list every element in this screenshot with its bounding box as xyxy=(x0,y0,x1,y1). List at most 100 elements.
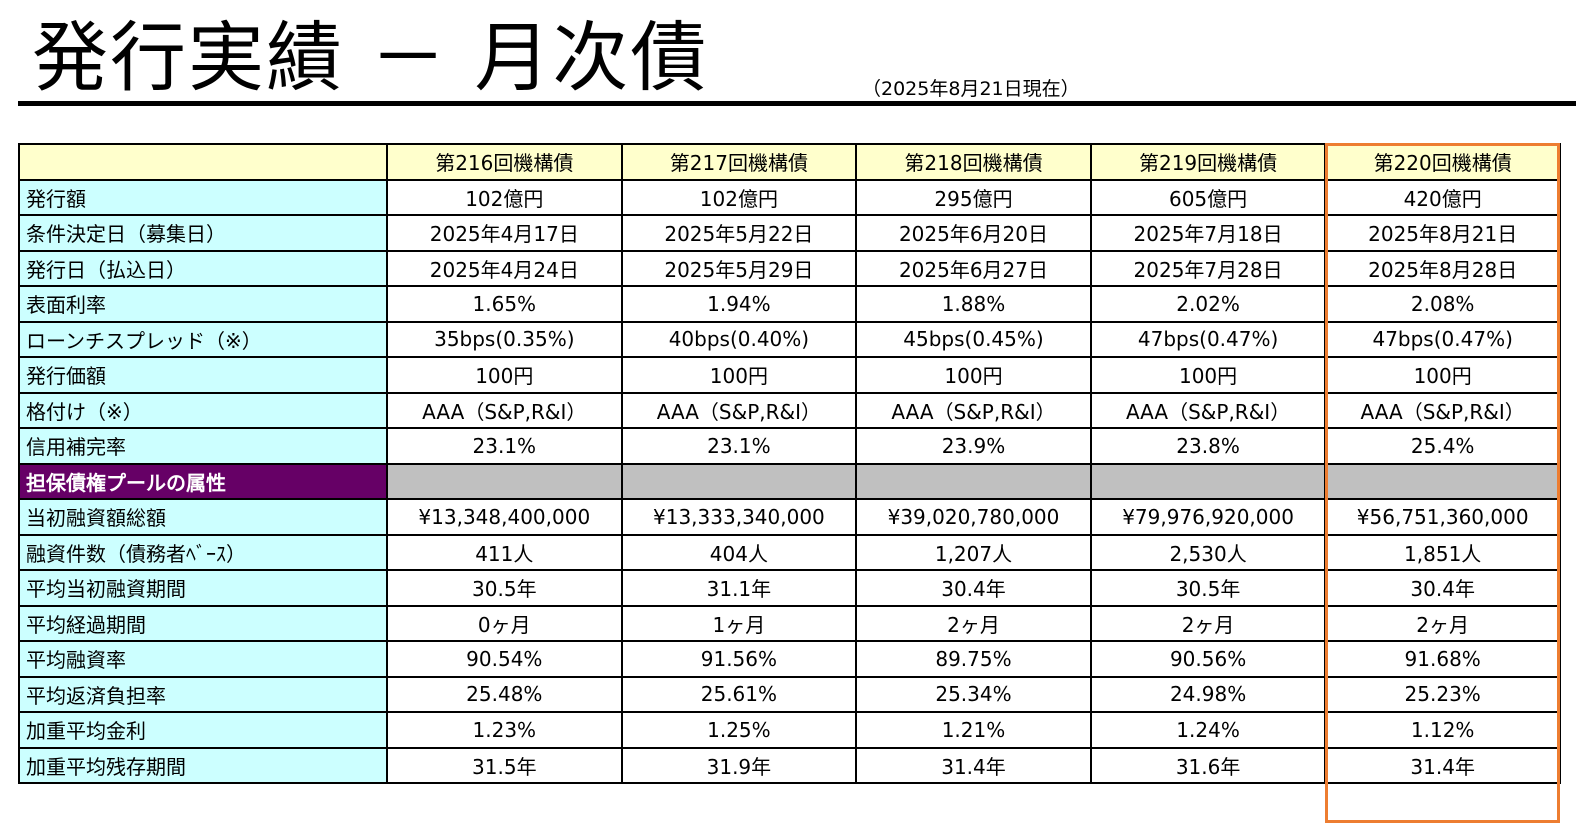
column-header: 第219回機構債 xyxy=(1089,143,1327,181)
row-label: 当初融資額総額 xyxy=(18,498,388,536)
table-cell: 25.34% xyxy=(855,675,1092,713)
row-label: 表面利率 xyxy=(18,285,388,323)
table-cell: 90.54% xyxy=(386,640,623,678)
table-cell: 100円 xyxy=(1089,356,1327,394)
table-cell: 102億円 xyxy=(386,178,623,216)
table-cell: 1.24% xyxy=(1089,711,1327,749)
table-cell: 30.4年 xyxy=(855,569,1092,607)
table-row: 信用補完率 23.1% 23.1% 23.9% 23.8% 25.4% xyxy=(18,427,1561,465)
table-cell: 1.94% xyxy=(620,285,858,323)
table-cell: 31.4年 xyxy=(1324,746,1561,784)
table-row: 加重平均残存期間 31.5年 31.9年 31.4年 31.6年 31.4年 xyxy=(18,746,1561,784)
table-cell: 91.56% xyxy=(620,640,858,678)
table-row: 発行額 102億円 102億円 295億円 605億円 420億円 xyxy=(18,178,1561,216)
table-row: 平均返済負担率 25.48% 25.61% 25.34% 24.98% 25.2… xyxy=(18,675,1561,713)
row-label: 条件決定日（募集日） xyxy=(18,214,388,252)
row-label: 平均融資率 xyxy=(18,640,388,678)
table-cell: 2025年4月17日 xyxy=(386,214,623,252)
row-label: 発行価額 xyxy=(18,356,388,394)
row-label: 発行日（払込日） xyxy=(18,249,388,287)
table-cell: 100円 xyxy=(855,356,1092,394)
table-cell: AAA（S&P,R&I） xyxy=(386,391,623,429)
row-label: 融資件数（債務者ﾍﾞｰｽ） xyxy=(18,533,388,571)
table-cell: 25.48% xyxy=(386,675,623,713)
section-fill xyxy=(855,462,1092,500)
table-cell: 31.1年 xyxy=(620,569,858,607)
table-cell: 25.23% xyxy=(1324,675,1561,713)
table-cell: 2.08% xyxy=(1324,285,1561,323)
row-label: 平均当初融資期間 xyxy=(18,569,388,607)
column-header: 第218回機構債 xyxy=(855,143,1092,181)
table-cell: 2025年7月18日 xyxy=(1089,214,1327,252)
table-cell: 2025年6月27日 xyxy=(855,249,1092,287)
table-cell: 605億円 xyxy=(1089,178,1327,216)
table-row: 平均経過期間 0ヶ月 1ヶ月 2ヶ月 2ヶ月 2ヶ月 xyxy=(18,604,1561,642)
row-label: 発行額 xyxy=(18,178,388,216)
table-cell: 31.5年 xyxy=(386,746,623,784)
row-label: ローンチスプレッド（※） xyxy=(18,320,388,358)
table-cell: AAA（S&P,R&I） xyxy=(1324,391,1561,429)
table-cell: ¥79,976,920,000 xyxy=(1089,498,1327,536)
header-row: 第216回機構債 第217回機構債 第218回機構債 第219回機構債 第220… xyxy=(18,143,1561,181)
table-cell: 23.8% xyxy=(1089,427,1327,465)
table-cell: 91.68% xyxy=(1324,640,1561,678)
table-cell: ¥39,020,780,000 xyxy=(855,498,1092,536)
table-cell: 1.23% xyxy=(386,711,623,749)
table-cell: 411人 xyxy=(386,533,623,571)
table-cell: 2025年6月20日 xyxy=(855,214,1092,252)
row-label: 格付け（※） xyxy=(18,391,388,429)
table-cell: 31.6年 xyxy=(1089,746,1327,784)
table-cell: 1.65% xyxy=(386,285,623,323)
column-header: 第216回機構債 xyxy=(386,143,623,181)
table-cell: 2,530人 xyxy=(1089,533,1327,571)
section-fill xyxy=(386,462,623,500)
row-label: 加重平均残存期間 xyxy=(18,746,388,784)
table-row: 条件決定日（募集日） 2025年4月17日 2025年5月22日 2025年6月… xyxy=(18,214,1561,252)
table-cell: 31.9年 xyxy=(620,746,858,784)
table-cell: 1.21% xyxy=(855,711,1092,749)
table-cell: 2025年5月29日 xyxy=(620,249,858,287)
table-cell: 102億円 xyxy=(620,178,858,216)
table-cell: 31.4年 xyxy=(855,746,1092,784)
title-underline xyxy=(18,101,1576,106)
column-header: 第217回機構債 xyxy=(620,143,858,181)
issuance-table: 第216回機構債 第217回機構債 第218回機構債 第219回機構債 第220… xyxy=(18,143,1561,784)
table-row: 融資件数（債務者ﾍﾞｰｽ） 411人 404人 1,207人 2,530人 1,… xyxy=(18,533,1561,571)
table-cell: 23.1% xyxy=(620,427,858,465)
table-cell: 1ヶ月 xyxy=(620,604,858,642)
table-row: 当初融資額総額 ¥13,348,400,000 ¥13,333,340,000 … xyxy=(18,498,1561,536)
table-cell: 23.1% xyxy=(386,427,623,465)
table-cell: 1.88% xyxy=(855,285,1092,323)
table-cell: 2025年7月28日 xyxy=(1089,249,1327,287)
table-cell: 1.25% xyxy=(620,711,858,749)
table-cell: 1,851人 xyxy=(1324,533,1561,571)
table-cell: AAA（S&P,R&I） xyxy=(620,391,858,429)
section-fill xyxy=(1324,462,1561,500)
table-cell: 2025年8月21日 xyxy=(1324,214,1561,252)
row-label: 加重平均金利 xyxy=(18,711,388,749)
table-row: 発行日（払込日） 2025年4月24日 2025年5月29日 2025年6月27… xyxy=(18,249,1561,287)
table-row: 格付け（※） AAA（S&P,R&I） AAA（S&P,R&I） AAA（S&P… xyxy=(18,391,1561,429)
table-cell: AAA（S&P,R&I） xyxy=(1089,391,1327,429)
table-cell: 2ヶ月 xyxy=(1089,604,1327,642)
table-cell: 45bps(0.45%) xyxy=(855,320,1092,358)
column-header: 第220回機構債 xyxy=(1324,143,1561,181)
table-cell: 2.02% xyxy=(1089,285,1327,323)
section-header-row: 担保債権プールの属性 xyxy=(18,462,1561,500)
table-cell: 30.5年 xyxy=(386,569,623,607)
table-cell: 24.98% xyxy=(1089,675,1327,713)
table-cell: 100円 xyxy=(386,356,623,394)
table-row: 加重平均金利 1.23% 1.25% 1.21% 1.24% 1.12% xyxy=(18,711,1561,749)
section-header: 担保債権プールの属性 xyxy=(18,462,388,500)
row-label: 平均返済負担率 xyxy=(18,675,388,713)
table-cell: 2025年5月22日 xyxy=(620,214,858,252)
table-cell: 2025年4月24日 xyxy=(386,249,623,287)
section-fill xyxy=(1089,462,1327,500)
table-cell: 90.56% xyxy=(1089,640,1327,678)
table-cell: 30.4年 xyxy=(1324,569,1561,607)
row-label: 平均経過期間 xyxy=(18,604,388,642)
table-cell: AAA（S&P,R&I） xyxy=(855,391,1092,429)
table-cell: 100円 xyxy=(620,356,858,394)
table-cell: 47bps(0.47%) xyxy=(1324,320,1561,358)
table-cell: 2ヶ月 xyxy=(1324,604,1561,642)
